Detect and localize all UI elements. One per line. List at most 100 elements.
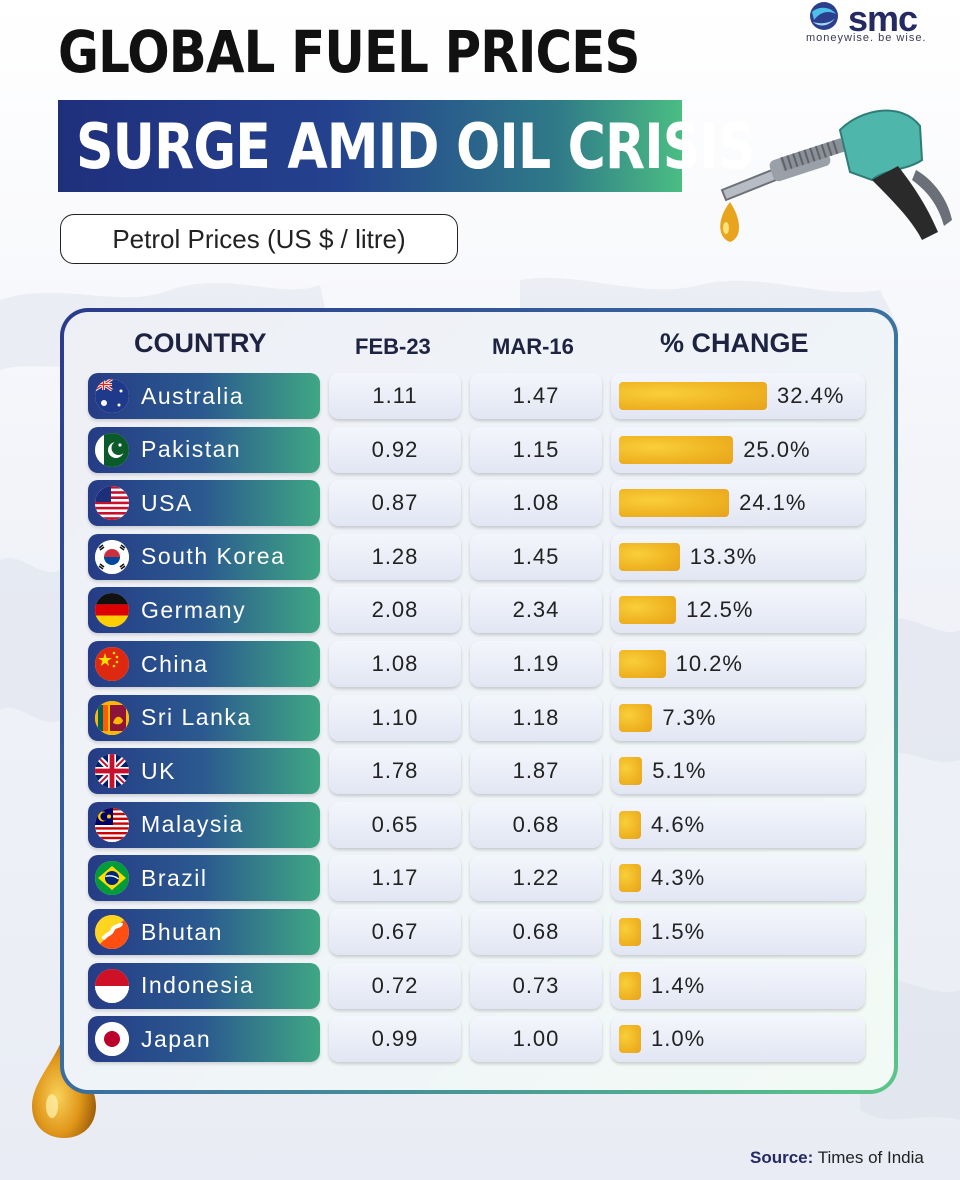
percent-change-bar [619,489,730,518]
country-cell: USA [88,480,320,527]
percent-change-cell: 24.1% [611,480,865,527]
table-row: Indonesia 0.72 0.73 1.4% [0,962,960,1009]
mar-16-price: 1.22 [470,855,602,902]
table-row: Germany 2.08 2.34 12.5% [0,587,960,634]
feb-23-price: 0.92 [329,426,461,473]
header-mar-16: MAR-16 [492,334,574,359]
feb-23-price: 2.08 [329,587,461,634]
feb-23-price: 0.87 [329,480,461,527]
country-name: Sri Lanka [141,704,252,731]
country-cell: Pakistan [88,426,320,473]
percent-change-bar [619,1025,641,1054]
percent-change-label: 4.6% [651,811,706,837]
table-row: USA 0.87 1.08 24.1% [0,480,960,527]
percent-change-bar [619,542,680,571]
indonesia-flag-icon [95,968,129,1003]
oil-drop-icon [32,1034,96,1138]
country-cell: Australia [88,373,320,419]
percent-change-cell: 32.4% [611,373,865,419]
country-name: Brazil [141,864,208,891]
percent-change-cell: 5.1% [611,748,865,795]
country-cell: South Korea [88,533,320,580]
feb-23-price: 1.17 [329,855,461,902]
percent-change-cell: 1.0% [611,1016,865,1063]
table-row: South Korea 1.28 1.45 13.3% [0,533,960,580]
table-row: Sri Lanka 1.10 1.18 7.3% [0,694,960,741]
brand-tagline: moneywise. be wise. [806,32,927,44]
table-row: Pakistan 0.92 1.15 25.0% [0,426,960,473]
source-value: Times of India [817,1148,924,1167]
percent-change-label: 1.0% [651,1026,706,1052]
usa-flag-icon [95,486,129,521]
mar-16-price: 1.19 [470,641,602,687]
china-flag-icon [95,647,129,681]
country-cell: UK [88,748,320,795]
country-name: Germany [141,596,247,623]
feb-23-price: 0.67 [329,909,461,955]
germany-flag-icon [95,593,129,628]
percent-change-cell: 1.5% [611,909,865,955]
percent-change-label: 32.4% [777,383,845,408]
japan-flag-icon [95,1022,129,1057]
source-label: Source: [750,1148,814,1167]
header-percent-change: % CHANGE [660,328,809,358]
percent-change-label: 1.5% [651,919,706,944]
percent-change-bar [619,810,641,839]
percent-change-label: 12.5% [686,597,754,623]
title-line-2: SURGE AMID OIL CRISIS [76,110,755,183]
country-cell: Brazil [88,855,320,902]
country-cell: Indonesia [88,962,320,1009]
percent-change-bar [619,918,641,946]
mar-16-price: 0.68 [470,909,602,955]
percent-change-cell: 1.4% [611,962,865,1009]
percent-change-cell: 13.3% [611,533,865,580]
title-line-1: GLOBAL FUEL PRICES [58,18,640,86]
mar-16-price: 1.00 [470,1016,602,1063]
mar-16-price: 1.15 [470,426,602,473]
country-name: Japan [141,1025,212,1052]
mar-16-price: 0.68 [470,801,602,848]
table-row: Japan 0.99 1.00 1.0% [0,1016,960,1063]
table-row: UK 1.78 1.87 5.1% [0,748,960,795]
subtitle-pill: Petrol Prices (US $ / litre) [60,214,458,264]
percent-change-cell: 4.6% [611,801,865,848]
percent-change-cell: 25.0% [611,426,865,473]
header-feb-23: FEB-23 [355,334,431,359]
percent-change-label: 7.3% [662,704,717,730]
brand-name: smc [848,0,918,39]
country-name: Australia [141,382,244,409]
mar-16-price: 1.18 [470,694,602,741]
percent-change-bar [619,596,677,625]
percent-change-bar [619,757,643,786]
smc-logo-icon [810,2,838,30]
feb-23-price: 1.78 [329,748,461,795]
title-banner [58,100,682,192]
south-korea-flag-icon [95,539,129,574]
mar-16-price: 1.47 [470,373,602,419]
country-cell: Sri Lanka [88,694,320,741]
percent-change-cell: 10.2% [611,641,865,687]
percent-change-bar [619,435,734,464]
uk-flag-icon [95,754,129,789]
percent-change-label: 4.3% [651,865,706,891]
header-country: COUNTRY [134,328,267,358]
country-cell: Malaysia [88,801,320,848]
table-row: Brazil 1.17 1.22 4.3% [0,855,960,902]
percent-change-label: 1.4% [651,972,706,998]
country-name: Bhutan [141,918,223,945]
mar-16-price: 2.34 [470,587,602,634]
bhutan-flag-icon [95,915,129,949]
fuel-nozzle-icon [720,109,952,242]
percent-change-cell: 7.3% [611,694,865,741]
pakistan-flag-icon [95,432,129,467]
feb-23-price: 1.10 [329,694,461,741]
sri-lanka-flag-icon [95,700,129,735]
malaysia-flag-icon [95,807,129,842]
source-credit: Source: Times of India [750,1148,924,1168]
table-row: Bhutan 0.67 0.68 1.5% [0,909,960,955]
mar-16-price: 0.73 [470,962,602,1009]
percent-change-cell: 12.5% [611,587,865,634]
country-name: Malaysia [141,811,244,838]
table-row: China 1.08 1.19 10.2% [0,641,960,687]
percent-change-bar [619,650,666,678]
